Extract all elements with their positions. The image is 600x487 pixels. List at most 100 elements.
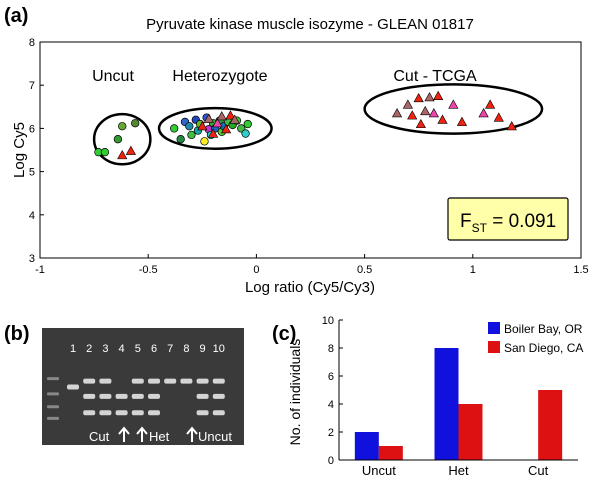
bar: [378, 446, 403, 460]
scatter-point-triangle: [229, 114, 240, 124]
scatter-point-circle: [243, 119, 252, 129]
scatter-point-triangle: [456, 116, 468, 126]
scatter-point-triangle: [485, 99, 496, 109]
gel-band: [115, 410, 128, 416]
bar-ytick-label: 10: [322, 315, 334, 327]
scatter-point-triangle: [433, 90, 444, 100]
fst-prefix: F: [460, 211, 472, 232]
gel-lane-number: 1: [70, 343, 76, 355]
scatter-chart: Pyruvate kinase muscle isozyme - GLEAN 0…: [11, 16, 589, 296]
gel-band: [196, 378, 209, 384]
scatter-point-circle: [100, 148, 110, 157]
svg-text:FST = 0.091: FST = 0.091: [460, 211, 556, 235]
scatter-point-triangle: [402, 99, 413, 109]
scatter-point-triangle: [212, 117, 223, 128]
legend-label: Boiler Bay, OR: [504, 322, 583, 336]
gel-lane-number: 4: [119, 343, 125, 355]
scatter-xtick-label: 1.5: [573, 264, 588, 276]
gel-band: [67, 384, 79, 390]
gel-band: [99, 378, 112, 384]
gel-band: [83, 378, 96, 384]
bar-ylabel: No. of individuals: [287, 339, 303, 446]
gel-arrow-icon-3: [186, 426, 198, 442]
gel-lane-number: 9: [200, 343, 206, 355]
scatter-point-triangle: [424, 92, 435, 102]
panel-label-b: (b): [4, 323, 30, 345]
gel-lane-number: 10: [213, 343, 225, 355]
gel-band: [131, 410, 144, 416]
scatter-point-triangle: [225, 110, 236, 120]
bar-chart: 0 2 4 6 8 10 Uncut Het Cut No. of individuals B…: [287, 315, 583, 478]
gel-label-uncut: Uncut: [198, 429, 232, 444]
scatter-point-triangle: [413, 92, 424, 103]
bar: [434, 348, 459, 460]
gel-band: [99, 410, 112, 416]
gel-band: [131, 393, 144, 399]
bar-ytick-label: 6: [328, 371, 334, 383]
gel-label-het: Het: [149, 429, 170, 444]
gel-band: [180, 378, 193, 384]
scatter-point-triangle: [391, 108, 403, 118]
scatter-point-triangle: [203, 113, 214, 123]
gel-band: [212, 378, 225, 384]
bar-legend: Boiler Bay, OR San Diego, CA: [488, 322, 583, 355]
scatter-point-circle: [113, 135, 123, 144]
scatter-xtick-label: -1: [35, 264, 45, 276]
gel-band: [196, 410, 209, 416]
gel-lane-number: 6: [151, 343, 157, 355]
scatter-xtick-label: 1: [470, 264, 476, 276]
scatter-point-circle: [170, 124, 179, 133]
scatter-point-triangle: [415, 118, 426, 129]
scatter-annotation-cut: Cut - TCGA: [393, 68, 477, 85]
gel-band: [212, 393, 225, 399]
legend-label: San Diego, CA: [504, 341, 583, 355]
cluster-ellipse: [92, 112, 152, 166]
gel-ladder-band: [47, 416, 59, 420]
legend-swatch: [488, 341, 500, 353]
scatter-point-triangle: [478, 108, 489, 118]
gel-band: [148, 393, 160, 399]
panel-label-c: (c): [272, 323, 296, 345]
panel-label-a: (a): [4, 5, 28, 27]
bar-category-label: Het: [448, 463, 469, 478]
scatter-point-triangle: [506, 121, 517, 131]
gel-band: [212, 410, 225, 416]
scatter-point-circle: [200, 137, 209, 146]
gel-band: [164, 378, 177, 384]
gel-band: [148, 378, 160, 384]
scatter-point-circle: [185, 122, 194, 131]
bar-ytick-label: 4: [328, 399, 334, 411]
scatter-point-triangle: [197, 121, 208, 131]
gel-band: [99, 393, 112, 399]
scatter-xtick-label: -0.5: [139, 264, 158, 276]
gel-band: [83, 410, 96, 416]
bar-ytick-label: 2: [328, 427, 334, 439]
bar-category-label: Uncut: [362, 463, 396, 478]
scatter-xlabel: Log ratio (Cy5/Cy3): [245, 279, 375, 296]
gel-band: [115, 393, 128, 399]
scatter-ytick-label: 7: [29, 80, 35, 92]
cluster-ellipse: [363, 83, 544, 135]
scatter-point-triangle: [125, 145, 136, 155]
bar-category-label: Cut: [528, 463, 549, 478]
fst-box: FST = 0.091: [447, 197, 569, 241]
scatter-point-triangle: [407, 110, 418, 120]
gel-band: [196, 393, 209, 399]
scatter-ytick-label: 4: [29, 210, 35, 222]
gel-lane-number: 3: [102, 343, 108, 355]
fst-value: = 0.091: [487, 211, 556, 232]
scatter-point-triangle: [420, 105, 431, 116]
gel-band: [131, 378, 144, 384]
bar-ytick-label: 8: [328, 343, 334, 355]
gel-ladder-band: [47, 377, 59, 381]
bar-ytick-label: 0: [328, 455, 334, 467]
scatter-point-triangle: [117, 149, 128, 160]
scatter-point-circle: [131, 119, 140, 128]
gel-lane-number: 7: [167, 343, 173, 355]
scatter-ytick-label: 6: [29, 123, 35, 135]
gel-ladder-band: [47, 392, 59, 396]
gel-ladder-band: [47, 405, 59, 409]
scatter-point-circle: [176, 135, 185, 144]
gel-band: [83, 393, 96, 399]
scatter-xtick-label: 0: [253, 264, 259, 276]
